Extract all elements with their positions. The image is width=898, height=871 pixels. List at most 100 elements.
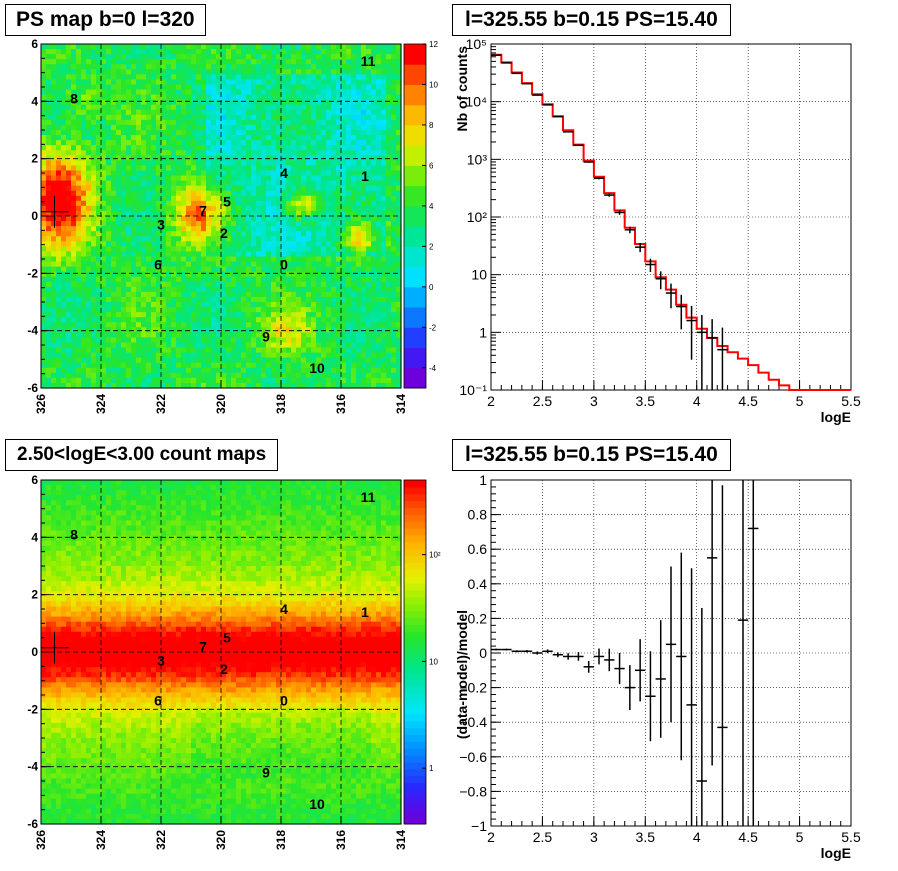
source-label-3: 3 — [157, 217, 165, 233]
colorbar-cell — [404, 679, 426, 687]
colorbar-cell — [404, 720, 426, 729]
colorbar-cell — [404, 645, 426, 653]
colorbar-cell — [404, 576, 426, 584]
y-tick-label: -4 — [27, 324, 38, 338]
colorbar-cell — [404, 768, 426, 777]
colorbar-cell — [404, 741, 426, 749]
colorbar-cell — [404, 514, 426, 522]
y-tick-label: 0 — [479, 645, 487, 661]
residual-title: l=325.55 b=0.15 PS=15.40 — [452, 439, 731, 471]
x-tick-label: 4 — [693, 393, 701, 409]
sky-map-0 — [41, 44, 402, 389]
colorbar-cell — [404, 713, 426, 722]
y-tick-label: -4 — [27, 760, 38, 774]
source-label-2: 2 — [220, 661, 228, 677]
y-tick-label: 4 — [31, 94, 38, 108]
y-tick-label: −0.8 — [459, 783, 487, 799]
colorbar-cell — [404, 486, 426, 495]
x-tick-label: 320 — [214, 830, 228, 850]
x-tick-label: 5.5 — [841, 393, 861, 409]
colorbar-cell — [404, 782, 426, 791]
y-tick-label: 2 — [31, 588, 38, 602]
y-tick-label: 4 — [31, 530, 38, 544]
source-label-10: 10 — [309, 796, 325, 812]
x-tick-label: 5 — [796, 829, 804, 845]
y-tick-label: 10² — [467, 209, 488, 225]
x-tick-label: 322 — [154, 394, 168, 414]
y-tick-label: -2 — [27, 266, 38, 280]
y-tick-label: 10 — [471, 267, 487, 283]
source-label-7: 7 — [199, 638, 207, 654]
colorbar-cell — [404, 246, 426, 268]
colorbar-cell — [404, 817, 426, 825]
colorbar-cell — [404, 528, 426, 536]
colorbar-cell — [404, 500, 426, 509]
colorbar-cell — [404, 480, 426, 488]
x-tick-label: 2 — [487, 829, 495, 845]
source-label-9: 9 — [262, 764, 270, 780]
y-tick-label: 2 — [31, 152, 38, 166]
x-tick-label: 3 — [590, 829, 598, 845]
x-tick-label: 314 — [394, 830, 408, 850]
x-tick-label: 2.5 — [533, 829, 553, 845]
colorbar-cell — [404, 347, 426, 369]
colorbar-cell — [404, 803, 426, 811]
colorbar-cell — [404, 810, 426, 818]
colorbar-cell — [404, 569, 426, 577]
x-tick-label: 3 — [590, 393, 598, 409]
colorbar-cell — [404, 367, 426, 389]
colorbar-cell — [404, 541, 426, 550]
y-tick-label: −1 — [471, 818, 487, 834]
colorbar-cell — [404, 665, 426, 674]
x-tick-label: 320 — [214, 394, 228, 414]
colorbar-cell — [404, 658, 426, 667]
y-tick-label: -6 — [27, 381, 38, 395]
colorbar-tick-label: 8 — [429, 121, 434, 130]
spectrum-title: l=325.55 b=0.15 PS=15.40 — [452, 4, 731, 36]
x-tick-label: 322 — [154, 830, 168, 850]
x-tick-label: 3.5 — [636, 829, 656, 845]
colorbar-cell — [404, 652, 426, 660]
x-tick-label: 316 — [334, 830, 348, 850]
x-tick-label: 314 — [394, 394, 408, 414]
colorbar-frame — [403, 43, 427, 389]
colorbar-cell — [404, 748, 426, 756]
y-tick-label: 10³ — [467, 151, 488, 167]
colorbar-cell — [404, 145, 426, 166]
x-tick-label: 316 — [334, 394, 348, 414]
x-tick-label: 2 — [487, 393, 495, 409]
source-label-1: 1 — [361, 168, 369, 184]
colorbar-cell — [404, 521, 426, 529]
y-tick-label: -6 — [27, 817, 38, 831]
y-tick-label: −0.2 — [459, 680, 487, 696]
y-tick-label: -2 — [27, 702, 38, 716]
colorbar-tick-label: -4 — [429, 364, 437, 373]
colorbar-cell — [404, 548, 426, 557]
colorbar-tick-label: 10 — [429, 657, 438, 666]
x-tick-label: 318 — [274, 394, 288, 414]
colorbar-cell — [404, 562, 426, 570]
source-label-6: 6 — [154, 257, 162, 273]
y-tick-label: 0 — [31, 645, 38, 659]
colorbar-cell — [404, 727, 426, 736]
x-tick-label: 4.5 — [738, 393, 758, 409]
source-label-5: 5 — [223, 630, 231, 646]
colorbar-tick-label: 6 — [429, 161, 434, 170]
colorbar-cell — [404, 603, 426, 612]
y-tick-label: 10⁵ — [466, 36, 487, 52]
y-tick-label: −0.4 — [459, 714, 487, 730]
source-label-5: 5 — [223, 194, 231, 210]
colorbar-cell — [404, 596, 426, 605]
colorbar-cell — [404, 165, 426, 187]
x-tick-label: 326 — [34, 830, 48, 850]
colorbar-tick-label: -2 — [429, 323, 437, 332]
x-tick-label: 2.5 — [533, 393, 553, 409]
colorbar-frame — [403, 479, 427, 825]
colorbar-cell — [404, 507, 426, 515]
colorbar-cell — [404, 226, 426, 247]
x-tick-label: 318 — [274, 830, 288, 850]
y-tick-label: 10⁻¹ — [459, 382, 487, 398]
sky-map-2 — [41, 480, 402, 825]
colorbar-cell — [404, 590, 426, 598]
y-tick-label: 0.2 — [468, 610, 488, 626]
